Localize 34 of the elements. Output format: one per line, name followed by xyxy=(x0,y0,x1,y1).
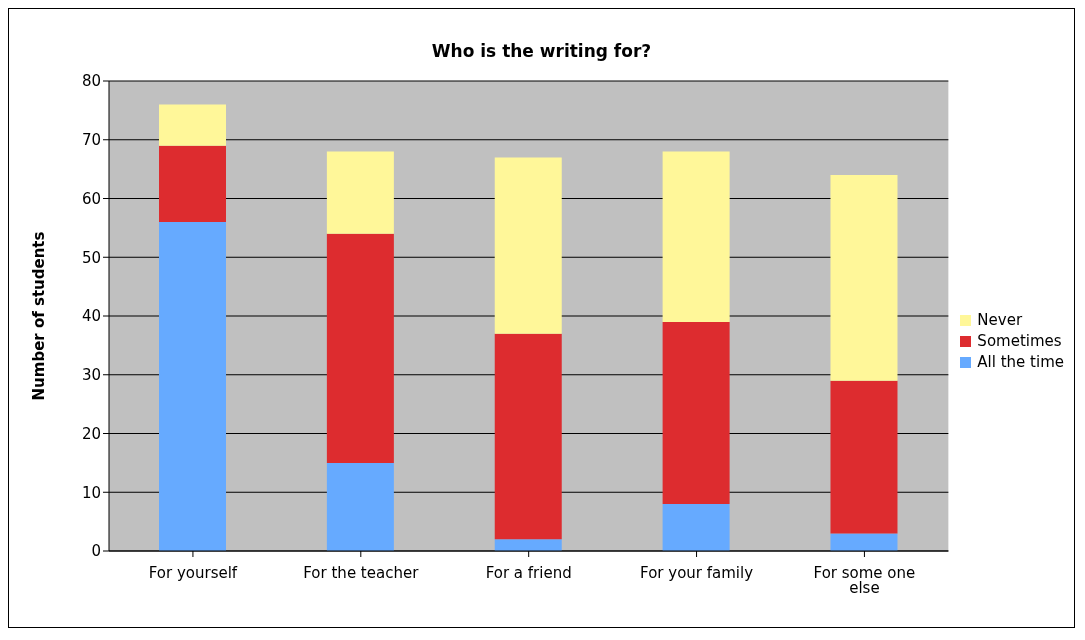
bar xyxy=(494,333,562,540)
legend-label: Never xyxy=(977,311,1023,329)
chart-title: Who is the writing for? xyxy=(430,41,653,61)
bar xyxy=(662,151,730,322)
y-tick-label: 40 xyxy=(81,307,101,326)
y-tick-label: 0 xyxy=(91,542,101,561)
x-tick-label: For a friend xyxy=(485,563,572,582)
x-tick-label: For the teacher xyxy=(303,563,420,582)
bar xyxy=(830,175,898,381)
bar xyxy=(159,222,226,551)
y-tick-label: 20 xyxy=(81,424,101,443)
bar xyxy=(494,539,562,551)
bar xyxy=(662,504,730,551)
y-tick-label: 10 xyxy=(81,483,101,502)
x-tick-label: For yourself xyxy=(148,563,238,582)
bar xyxy=(326,462,394,551)
bar xyxy=(159,104,226,146)
y-tick-label: 50 xyxy=(81,248,101,267)
bar xyxy=(662,321,730,504)
bar xyxy=(830,533,898,551)
bar xyxy=(326,233,394,463)
bar xyxy=(159,145,226,222)
y-axis-title: Number of students xyxy=(30,231,49,401)
y-tick-label: 80 xyxy=(81,72,101,91)
legend-label: All the time xyxy=(977,353,1064,371)
y-tick-label: 30 xyxy=(81,366,101,385)
x-tick-label: For your family xyxy=(640,563,754,582)
legend-label: Sometimes xyxy=(977,332,1062,350)
y-tick-label: 70 xyxy=(81,131,101,150)
bar xyxy=(494,157,562,334)
bar xyxy=(326,151,394,234)
x-tick-label: For some one else xyxy=(813,563,916,597)
bar xyxy=(830,380,898,534)
y-tick-label: 60 xyxy=(81,189,101,208)
